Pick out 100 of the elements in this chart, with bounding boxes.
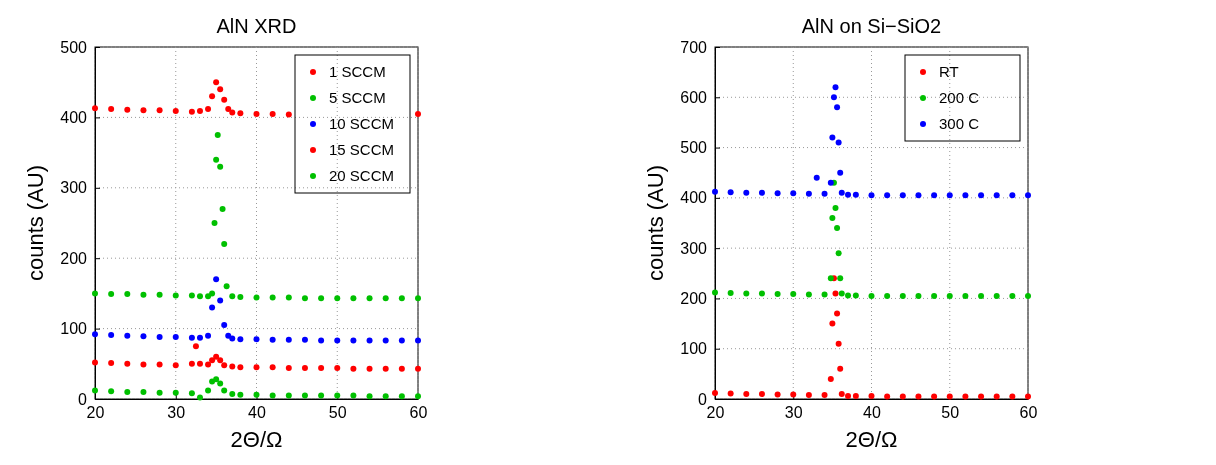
point xyxy=(832,204,839,211)
point xyxy=(205,332,212,339)
point xyxy=(225,105,232,112)
point xyxy=(124,106,131,113)
x-tick-label: 30 xyxy=(784,404,803,422)
point xyxy=(821,291,828,298)
point xyxy=(334,295,341,302)
point xyxy=(213,79,220,86)
point xyxy=(712,188,718,195)
point xyxy=(366,295,373,302)
point xyxy=(124,291,131,298)
point xyxy=(821,190,828,197)
point xyxy=(727,289,734,296)
point xyxy=(813,174,820,181)
y-tick-label: 400 xyxy=(60,109,88,127)
point xyxy=(743,189,750,196)
x-tick-label: 20 xyxy=(86,404,105,422)
y-tick-label: 500 xyxy=(60,38,88,56)
point xyxy=(962,393,969,400)
point xyxy=(217,380,224,387)
point xyxy=(301,336,308,343)
point xyxy=(884,192,891,199)
point xyxy=(221,241,228,248)
point xyxy=(188,108,195,115)
point xyxy=(832,84,839,91)
point xyxy=(213,353,220,360)
chart-title: AlN on Si−SiO2 xyxy=(801,15,942,37)
point xyxy=(188,360,195,367)
point xyxy=(209,357,216,364)
point xyxy=(237,364,244,371)
point xyxy=(382,295,389,302)
point xyxy=(205,361,212,368)
point xyxy=(834,310,841,317)
point xyxy=(318,337,325,344)
point xyxy=(415,337,421,344)
point xyxy=(835,250,842,257)
point xyxy=(172,292,179,299)
point xyxy=(835,139,842,146)
y-tick-label: 0 xyxy=(698,390,708,408)
point xyxy=(1025,192,1031,199)
point xyxy=(196,293,203,300)
point xyxy=(993,292,1000,299)
point xyxy=(915,192,922,199)
y-tick-label: 700 xyxy=(680,38,708,56)
y-tick-label: 600 xyxy=(680,88,708,106)
point xyxy=(852,292,859,299)
point xyxy=(124,388,131,395)
point xyxy=(217,163,224,170)
y-axis-title: counts (AU) xyxy=(23,164,48,282)
point xyxy=(156,361,163,368)
point xyxy=(285,294,292,301)
point xyxy=(196,334,203,341)
point xyxy=(845,392,852,399)
point xyxy=(209,93,216,100)
point xyxy=(415,365,421,372)
point xyxy=(108,105,115,112)
point xyxy=(852,191,859,198)
point xyxy=(712,389,718,396)
point xyxy=(829,320,836,327)
point xyxy=(743,290,750,297)
point xyxy=(838,390,845,397)
point xyxy=(774,391,781,398)
point xyxy=(92,331,98,338)
point xyxy=(213,376,220,383)
y-axis-title: counts (AU) xyxy=(643,164,668,282)
point xyxy=(931,292,938,299)
x-tick-label: 20 xyxy=(706,404,725,422)
y-tick-label: 200 xyxy=(60,249,88,267)
point xyxy=(140,388,147,395)
point xyxy=(852,392,859,399)
point xyxy=(398,365,405,372)
point xyxy=(214,132,221,138)
point xyxy=(884,393,891,400)
point xyxy=(140,107,147,114)
point xyxy=(196,360,203,367)
point xyxy=(350,295,357,302)
y-tick-label: 400 xyxy=(680,189,708,207)
point xyxy=(829,214,836,221)
point xyxy=(845,292,852,299)
point xyxy=(382,337,389,344)
point xyxy=(188,334,195,341)
point xyxy=(834,225,841,232)
point xyxy=(156,389,163,396)
point xyxy=(832,290,839,297)
point xyxy=(1009,292,1016,299)
point xyxy=(790,190,797,197)
y-tick-label: 0 xyxy=(78,390,88,408)
legend-label: 5 SCCM xyxy=(329,89,386,106)
point xyxy=(285,336,292,343)
point xyxy=(398,393,405,400)
point xyxy=(140,291,147,298)
x-tick-label: 40 xyxy=(863,404,881,422)
point xyxy=(978,192,985,199)
point xyxy=(301,365,308,372)
point xyxy=(269,294,276,301)
point xyxy=(366,365,373,372)
y-tick-label: 100 xyxy=(680,340,708,358)
point xyxy=(253,336,260,343)
point xyxy=(221,322,228,329)
x-tick-label: 40 xyxy=(248,404,266,422)
